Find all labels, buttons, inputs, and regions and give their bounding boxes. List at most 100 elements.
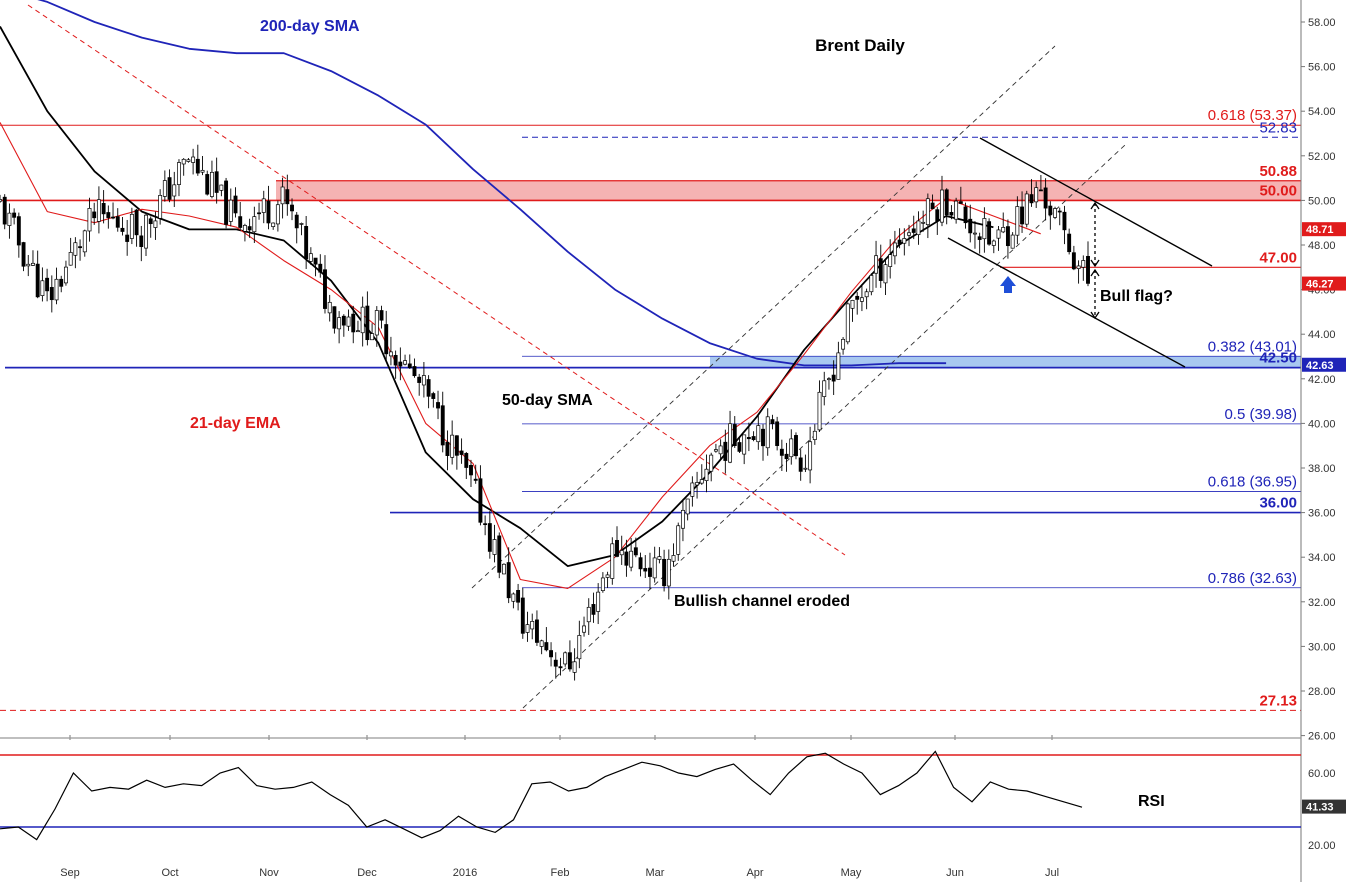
candle-down	[257, 212, 261, 215]
candle-up	[7, 212, 12, 226]
candle-up	[572, 661, 577, 673]
candle-up	[450, 434, 455, 458]
month-label-may: May	[841, 867, 862, 879]
candle-up	[275, 204, 280, 225]
candle-down	[558, 666, 563, 669]
candle-down	[459, 450, 464, 455]
candle-up	[346, 316, 351, 327]
candle-up	[902, 238, 907, 244]
resistance-zone	[276, 180, 1301, 201]
candle-down	[798, 457, 803, 472]
candle-up	[1001, 227, 1006, 233]
label-200-day-sma: 200-day SMA	[260, 18, 360, 35]
candle-down	[638, 557, 643, 570]
candle-up	[511, 593, 516, 602]
candle-up	[370, 333, 375, 341]
candle-down	[779, 448, 784, 456]
candle-down	[567, 652, 572, 670]
candle-down	[732, 424, 737, 446]
candle-down	[553, 659, 558, 667]
candle-down	[35, 263, 40, 298]
candle-up	[1010, 234, 1015, 249]
flag-upper-line	[979, 137, 1213, 267]
candle-up	[144, 214, 148, 249]
candle-up	[841, 338, 846, 350]
candle-up	[219, 184, 224, 191]
candle-up	[869, 275, 874, 293]
candle-up	[200, 169, 205, 173]
axes: 58.0056.0054.0052.0050.0048.0046.0044.00…	[60, 0, 1346, 882]
candle-up	[907, 232, 911, 236]
candle-up	[158, 195, 163, 219]
month-label-feb: Feb	[551, 867, 570, 879]
candle-up	[690, 482, 695, 497]
candle-up	[657, 556, 662, 560]
candle-down	[407, 363, 412, 368]
candle-down	[497, 535, 502, 573]
candle-up	[539, 640, 544, 647]
candle-up	[1081, 260, 1086, 268]
level-label-50-88: 50.88	[1259, 163, 1297, 180]
candle-down	[436, 402, 440, 409]
candle-up	[812, 430, 817, 440]
candle-down	[341, 315, 346, 326]
candle-down	[878, 258, 883, 281]
candle-up	[1053, 208, 1057, 218]
level-label-50-00: 50.00	[1259, 182, 1297, 199]
price-tag-46-27	[1302, 276, 1346, 291]
candle-up	[181, 158, 186, 165]
price-tick-label-56-00: 56.00	[1308, 62, 1336, 74]
candle-up	[859, 297, 864, 302]
candle-down	[944, 189, 949, 216]
channel-lower-line	[522, 144, 1126, 709]
candle-down	[487, 523, 492, 552]
candle-up	[228, 199, 233, 222]
candle-up	[586, 606, 591, 623]
candle-up	[610, 543, 615, 579]
price-axis-background	[1301, 0, 1346, 882]
month-label-apr: Apr	[746, 867, 763, 879]
candle-down	[911, 228, 916, 233]
candle-up	[883, 264, 888, 284]
candle-down	[469, 465, 473, 476]
price-tag-label-48-71: 48.71	[1306, 224, 1334, 236]
candle-up	[1015, 206, 1020, 236]
candle-down	[591, 604, 596, 615]
candle-down	[365, 305, 370, 341]
price-tick-label-34-00: 34.00	[1308, 552, 1336, 564]
candle-down	[205, 174, 210, 195]
month-label-jun: Jun	[946, 867, 964, 879]
downtrend-line	[27, 4, 846, 556]
price-tick-label-38-00: 38.00	[1308, 463, 1336, 475]
level-label-42-50: 42.50	[1259, 350, 1297, 367]
candle-up	[577, 635, 582, 660]
candle-up	[600, 577, 605, 591]
candle-up	[596, 591, 601, 612]
candle-up	[892, 242, 897, 257]
candle-down	[412, 366, 417, 377]
label-bull-flag: Bull flag?	[1100, 288, 1173, 305]
candle-down	[318, 263, 323, 273]
price-tag-label-42-63: 42.63	[1306, 360, 1334, 372]
candle-up	[605, 574, 610, 578]
candle-down	[775, 421, 780, 446]
candle-down	[12, 212, 17, 218]
price-tick-label-52-00: 52.00	[1308, 151, 1336, 163]
rsi-last-tag-label: 41.33	[1306, 802, 1334, 814]
candle-up	[1076, 265, 1081, 269]
candle-down	[473, 478, 478, 481]
channel-lines	[27, 4, 1213, 709]
candle-up	[991, 240, 996, 246]
candle-down	[949, 212, 954, 216]
candle-down	[534, 619, 539, 643]
levels: 0.618 (53.37)52.83 50.88 50.00 47.00 0.382 (…	[0, 107, 1301, 711]
candle-up	[836, 352, 841, 380]
candle-down	[1029, 194, 1034, 204]
candle-down	[483, 523, 488, 526]
candle-up	[713, 449, 718, 452]
target-arrow-head-top	[1090, 268, 1100, 277]
candle-down	[120, 227, 125, 232]
candle-up	[26, 263, 31, 267]
candle-up	[563, 652, 568, 665]
